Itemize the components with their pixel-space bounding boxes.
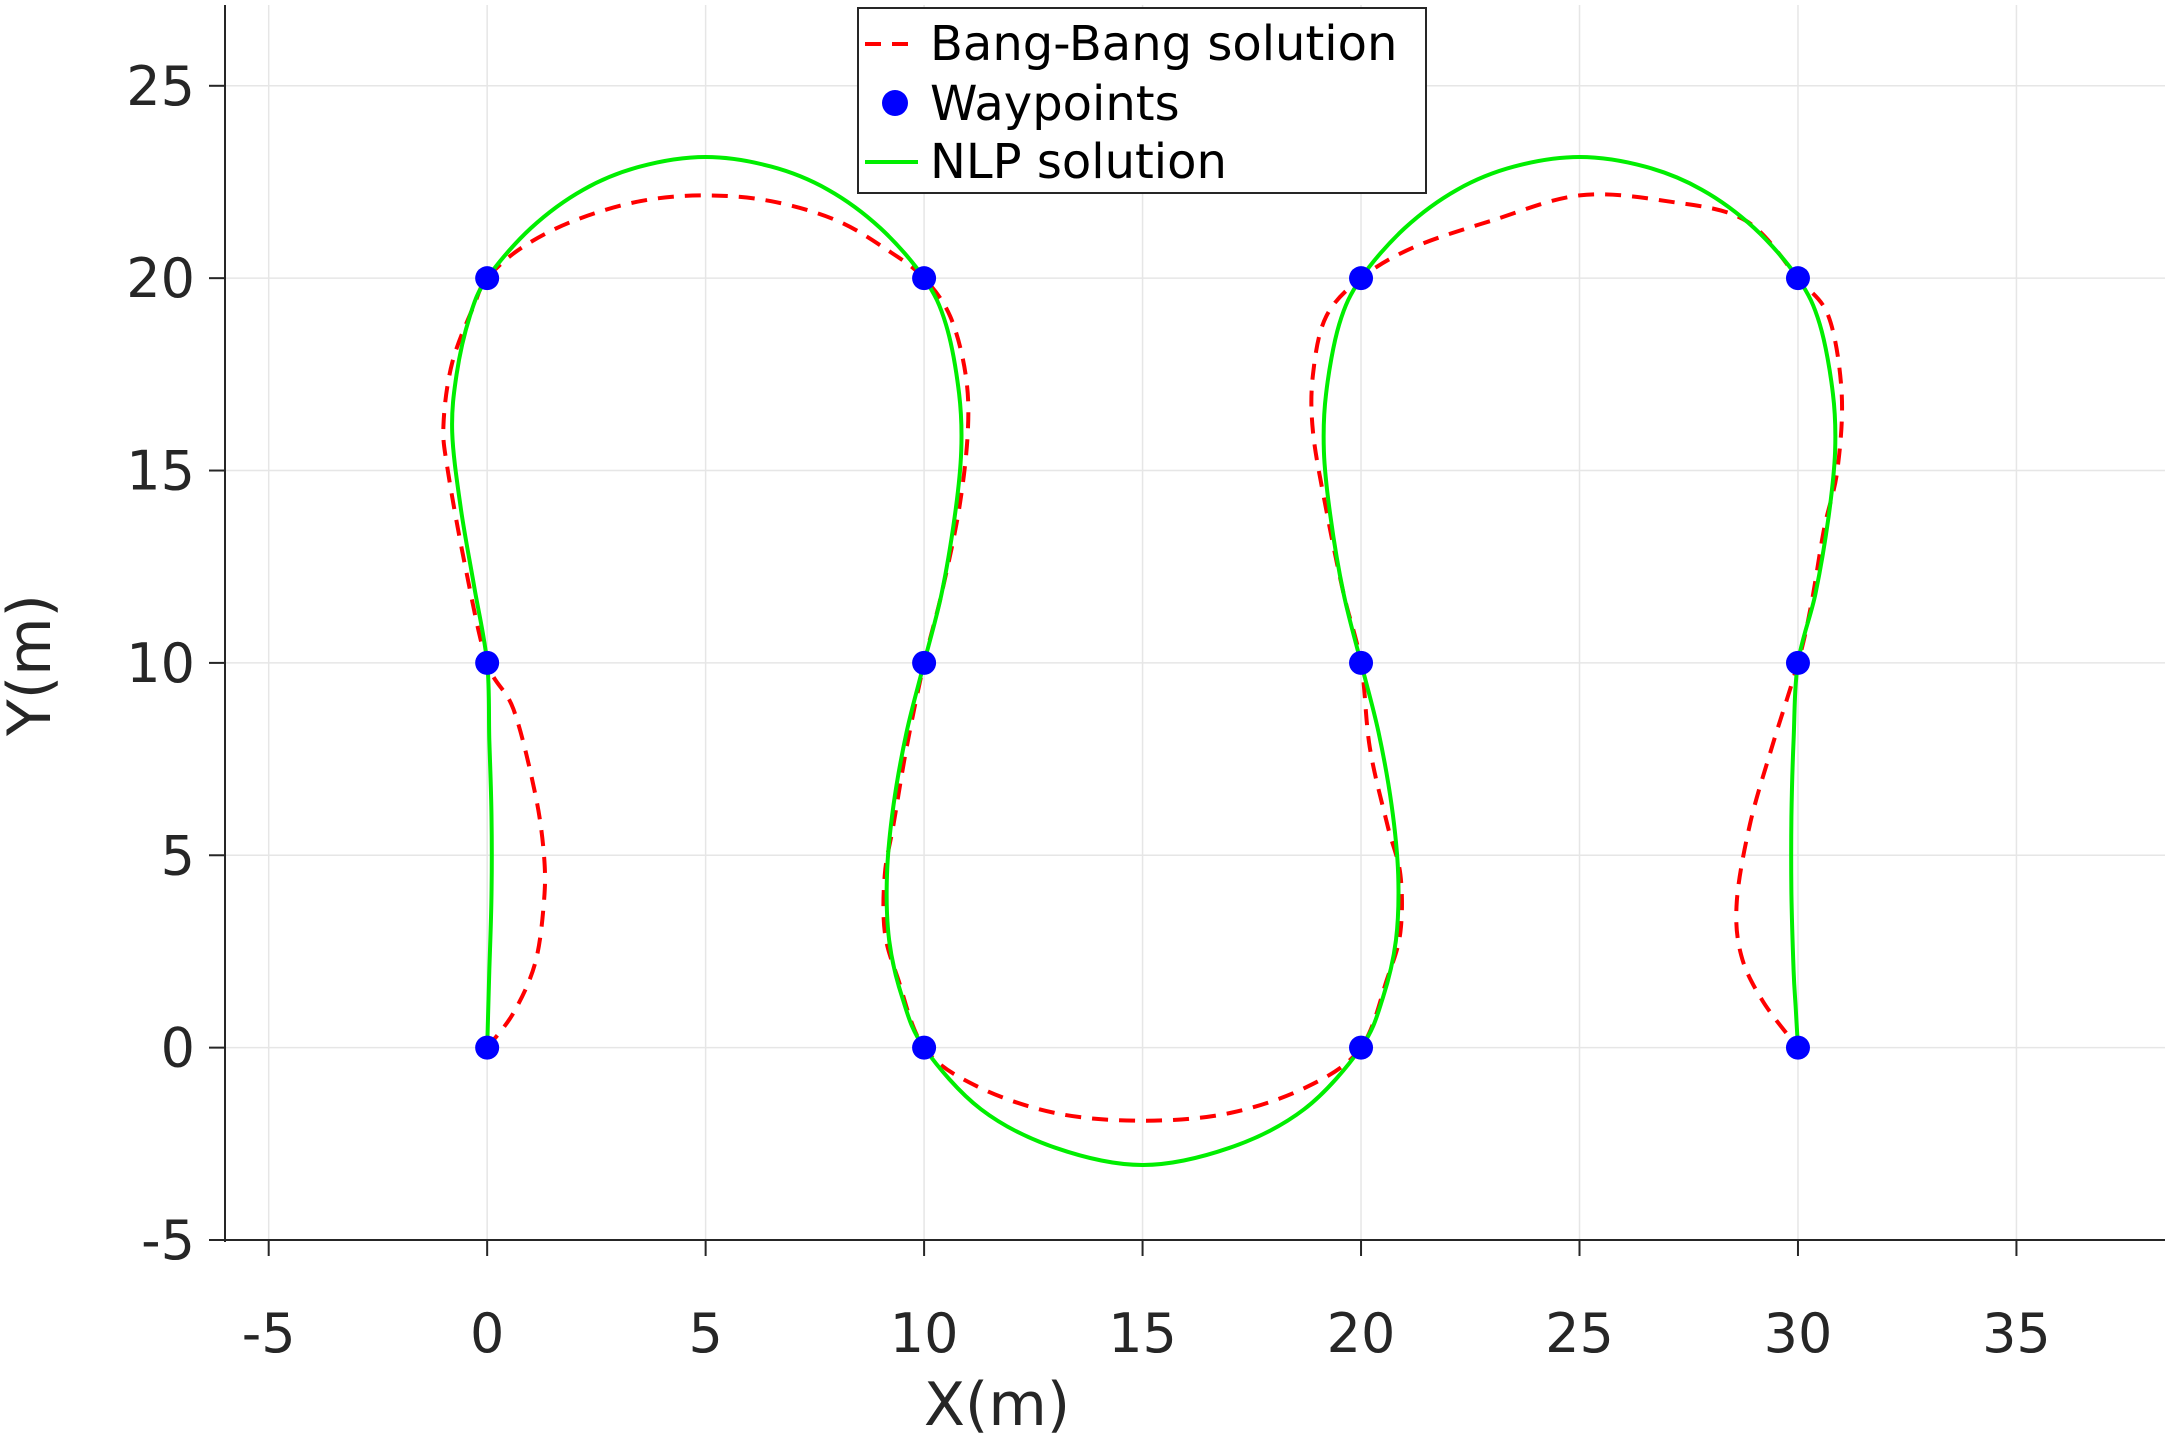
series-group — [441, 155, 1845, 1167]
waypoint-marker — [912, 266, 937, 291]
waypoint-marker — [912, 1035, 937, 1060]
x-tick-label: 20 — [1327, 1302, 1396, 1365]
y-tick-label: -5 — [141, 1209, 195, 1272]
x-axis-label: X(m) — [924, 1370, 1070, 1440]
x-ticks: -5 0 5 10 15 20 25 30 35 — [242, 1240, 2051, 1365]
y-tick-label: 5 — [161, 824, 195, 887]
y-tick-label: 25 — [126, 55, 195, 118]
x-tick-label: 30 — [1764, 1302, 1833, 1365]
legend-box — [857, 7, 1427, 194]
x-tick-label: 5 — [688, 1302, 722, 1365]
waypoint-marker — [1349, 266, 1374, 291]
waypoint-marker — [1785, 266, 1810, 291]
legend-swatch-waypoints — [882, 90, 908, 116]
legend-label-nlp: NLP solution — [930, 134, 1227, 190]
nlp-solution-line — [450, 155, 1838, 1167]
legend-label-waypoints: Waypoints — [930, 76, 1180, 132]
waypoint-marker — [1349, 650, 1374, 675]
waypoint-marker — [1785, 650, 1810, 675]
x-tick-label: 25 — [1545, 1302, 1614, 1365]
waypoint-marker — [475, 1035, 500, 1060]
y-tick-label: 20 — [126, 247, 195, 310]
axes — [224, 5, 2165, 1242]
waypoint-marker — [1349, 1035, 1374, 1060]
x-tick-label: -5 — [242, 1302, 296, 1365]
waypoint-marker — [475, 266, 500, 291]
x-tick-label: 15 — [1108, 1302, 1177, 1365]
y-tick-label: 0 — [161, 1017, 195, 1080]
y-ticks: -5 0 5 10 15 20 25 — [126, 55, 225, 1272]
waypoint-marker — [1785, 1035, 1810, 1060]
x-tick-label: 0 — [470, 1302, 504, 1365]
y-tick-label: 10 — [126, 632, 195, 695]
waypoint-marker — [475, 650, 500, 675]
waypoint-marker — [912, 650, 937, 675]
legend-label-bang-bang: Bang-Bang solution — [930, 16, 1397, 72]
x-tick-label: 10 — [890, 1302, 959, 1365]
y-axis-label: Y(m) — [0, 594, 65, 737]
x-tick-label: 35 — [1982, 1302, 2051, 1365]
legend: Bang-Bang solution Waypoints NLP solutio… — [857, 7, 1427, 194]
y-tick-label: 15 — [126, 440, 195, 503]
